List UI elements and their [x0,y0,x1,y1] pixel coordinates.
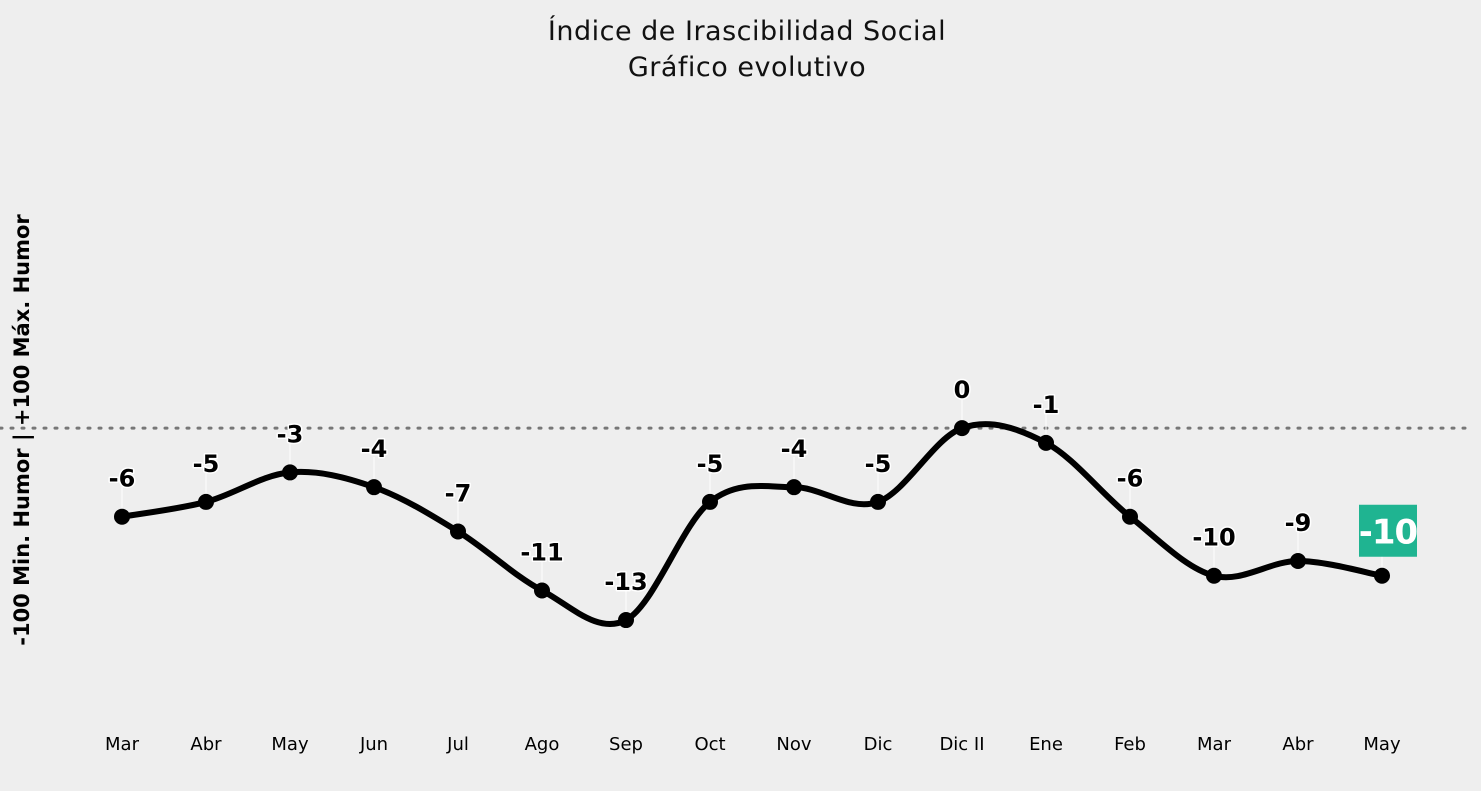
data-label-5: -7 [445,479,472,507]
x-tick-label: May [271,734,309,755]
data-label-14: -10 [1192,524,1235,552]
data-label-15: -9 [1285,509,1312,537]
x-tick-label: Feb [1114,734,1146,755]
data-label-4: -4 [361,435,388,463]
data-label-12: -1 [1033,391,1060,419]
data-label-8: -5 [697,450,724,478]
data-point-15 [1290,552,1306,569]
x-tick-label: Oct [694,734,725,755]
data-point-8 [702,493,718,510]
x-tick-label: May [1363,734,1401,755]
data-point-9 [786,479,802,496]
data-label-2: -5 [193,450,220,478]
data-point-2 [198,493,214,510]
x-tick-label: Dic II [939,734,984,755]
highlight-value-label: -10 [1359,513,1418,553]
chart-subtitle: Gráfico evolutivo [627,52,867,83]
data-point-5 [450,523,466,540]
highlight-badge [1359,504,1417,557]
x-tick-label: Jun [359,734,388,755]
x-tick-label: Ago [525,734,560,755]
x-tick-label: Dic [864,734,893,755]
data-point-11 [954,420,970,437]
series-line [119,421,1385,628]
data-point-16 [1374,567,1390,584]
data-point-6 [534,582,550,599]
x-tick-label: Abr [1282,734,1314,755]
x-tick-label: Mar [1197,734,1232,755]
data-point-14 [1206,567,1222,584]
x-tick-label: Ene [1029,734,1063,755]
data-label-1: -6 [109,465,136,493]
data-label-11: 0 [954,376,971,404]
data-point-7 [618,612,634,629]
data-point-10 [870,493,886,510]
data-label-7: -13 [604,568,647,596]
x-tick-label: Sep [609,734,643,755]
data-label-10: -5 [865,450,892,478]
data-point-12 [1038,434,1054,451]
data-point-3 [282,464,298,481]
data-label-6: -11 [520,539,563,567]
data-label-13: -6 [1117,465,1144,493]
chart-title: Índice de Irascibilidad Social [547,16,947,47]
x-tick-label: Abr [190,734,222,755]
data-label-3: -3 [277,420,304,448]
data-point-13 [1122,508,1138,525]
x-tick-label: Nov [776,734,811,755]
x-tick-label: Mar [105,734,140,755]
data-label-9: -4 [781,435,808,463]
x-tick-label: Jul [446,734,469,755]
data-point-4 [366,479,382,496]
data-point-1 [114,508,130,525]
